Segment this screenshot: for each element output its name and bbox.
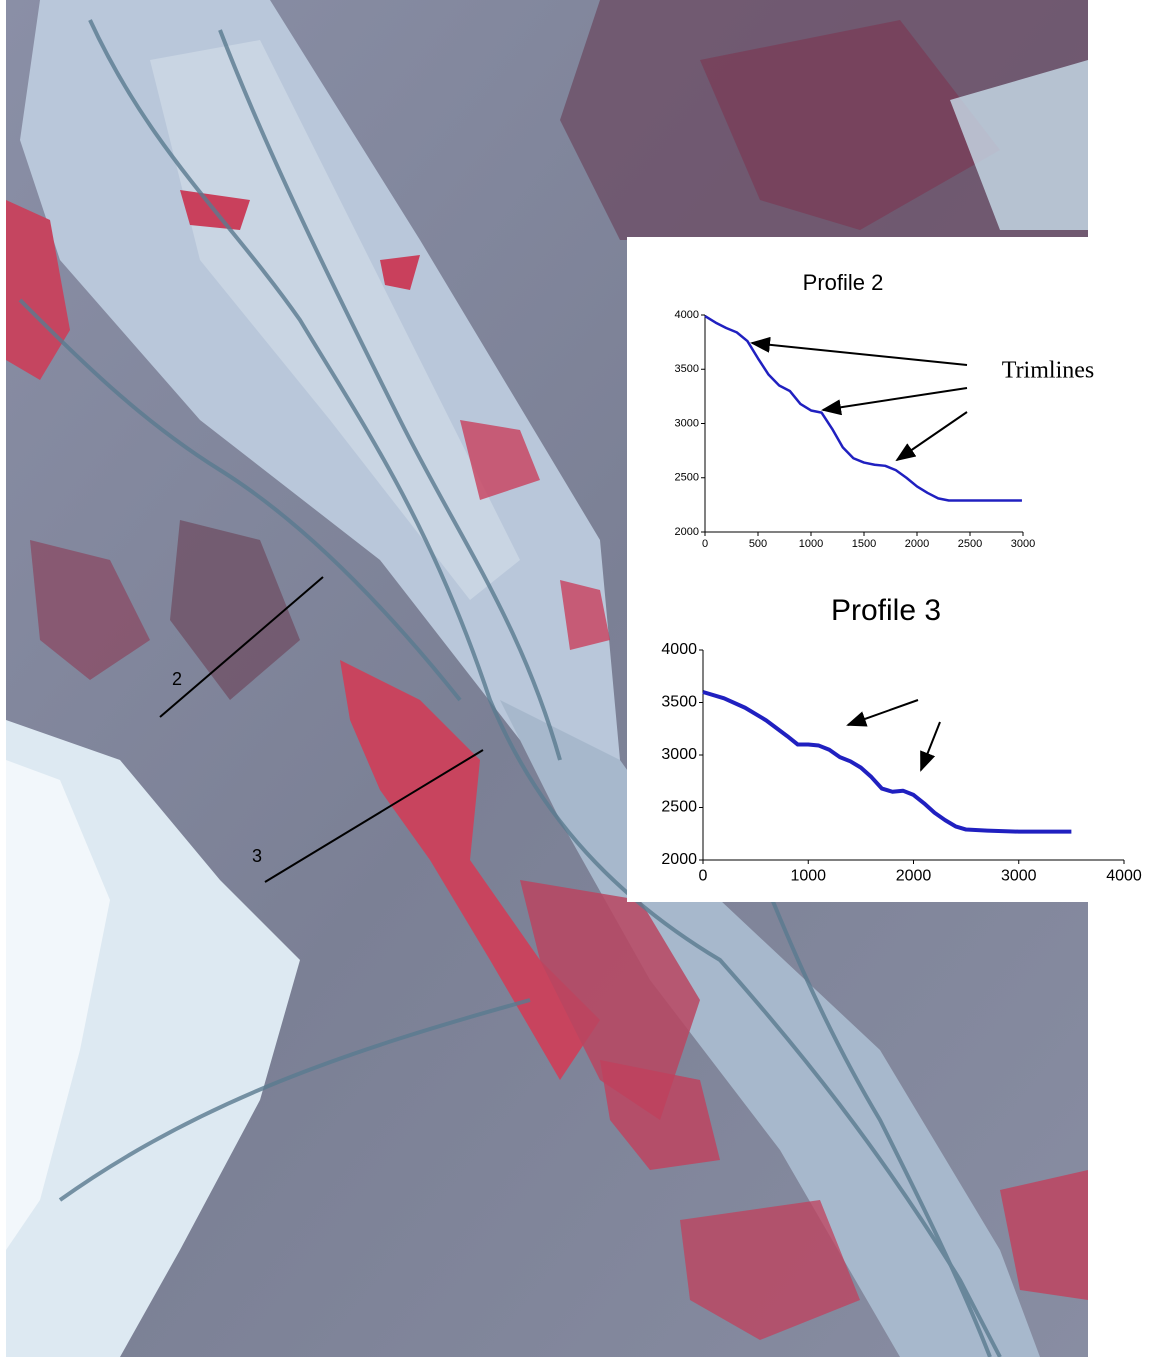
x-tick-label: 2500 <box>958 538 982 550</box>
map-label: 2 <box>172 669 182 689</box>
y-tick-label: 3500 <box>661 694 697 711</box>
annotation: Trimlines <box>1002 358 1094 384</box>
y-tick-label: 2000 <box>661 851 697 868</box>
x-tick-label: 0 <box>702 538 708 550</box>
y-tick-label: 2500 <box>675 472 699 484</box>
chart-title: Profile 3 <box>831 594 941 627</box>
x-tick-label: 0 <box>699 868 708 885</box>
x-tick-label: 3000 <box>1001 868 1037 885</box>
x-tick-label: 1000 <box>799 538 823 550</box>
y-tick-label: 3000 <box>661 746 697 763</box>
page: 2 3 Trimlines Profile 2 2000 2500 3000 3500 4… <box>0 0 1154 1357</box>
y-tick-label: 3500 <box>675 363 699 375</box>
y-tick-label: 3000 <box>675 417 699 429</box>
y-tick-label: 2000 <box>675 526 699 538</box>
x-tick-label: 2000 <box>905 538 929 550</box>
chart-title: Profile 2 <box>803 270 884 295</box>
x-tick-label: 1000 <box>790 868 826 885</box>
y-tick-label: 4000 <box>661 641 697 658</box>
y-tick-label: 4000 <box>675 309 699 321</box>
x-tick-label: 4000 <box>1106 868 1142 885</box>
map-label: 3 <box>252 846 262 866</box>
y-tick-label: 2500 <box>661 799 697 816</box>
x-tick-label: 2000 <box>896 868 932 885</box>
x-tick-label: 500 <box>749 538 767 550</box>
x-tick-label: 3000 <box>1011 538 1035 550</box>
x-tick-label: 1500 <box>852 538 876 550</box>
